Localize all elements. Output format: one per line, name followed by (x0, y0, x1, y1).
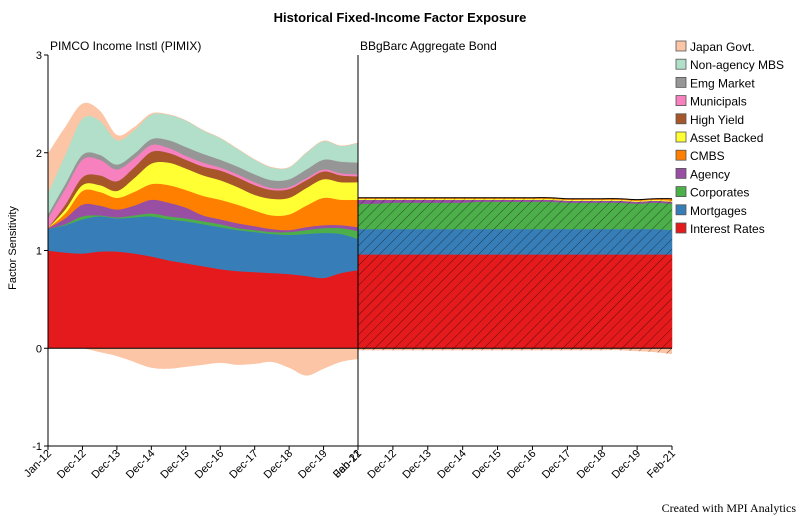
legend-label-cmbs: CMBS (690, 149, 725, 163)
y-axis-label: Factor Sensitivity (7, 206, 19, 290)
x-tick-label: Feb-21 (645, 448, 678, 481)
x-tick-label: Dec-18 (575, 448, 609, 482)
legend-swatch-emg-market (675, 77, 687, 88)
legend-swatch-high-yield (675, 113, 687, 125)
legend-label-agency: Agency (690, 167, 730, 181)
hatch-japan-govt-negative (358, 348, 672, 355)
hatch-mortgages (358, 228, 672, 255)
panel-title: PIMCO Income Instl (PIMIX) (50, 39, 201, 53)
y-tick-label: -1 (32, 441, 42, 453)
x-tick-label: Dec-15 (158, 448, 192, 482)
legend-label-mortgages: Mortgages (690, 204, 747, 218)
legend-swatch-asset-backed (675, 131, 687, 143)
hatch-asset-backed (358, 198, 672, 202)
x-tick-label: Dec-17 (227, 448, 261, 482)
panel-1: PIMCO Income Instl (PIMIX) (47, 39, 359, 376)
legend-swatch-corporates (675, 186, 687, 198)
area-japan-govt-negative (48, 347, 358, 376)
x-tick-label: Dec-17 (540, 448, 574, 482)
x-tick-label: Dec-16 (505, 448, 539, 482)
y-tick-label: 2 (36, 148, 42, 160)
x-tick-label: Dec-18 (262, 448, 296, 482)
legend-label-asset-backed: Asset Backed (690, 131, 763, 145)
x-tick-label: Dec-19 (296, 448, 330, 482)
legend-label-emg-market: Emg Market (690, 76, 755, 90)
hatch-cmbs (358, 197, 672, 201)
legend-swatch-interest-rates (675, 222, 687, 234)
legend-swatch-mortgages (675, 204, 687, 216)
hatch-interest-rates (358, 254, 672, 349)
panel-2: BBgBarc Aggregate Bond (357, 39, 673, 355)
x-tick-label: Dec-14 (435, 448, 469, 482)
x-tick-label: Dec-13 (89, 448, 123, 482)
legend-label-interest-rates: Interest Rates (690, 222, 765, 236)
x-tick-label: Dec-12 (365, 448, 399, 482)
chart-title: Historical Fixed-Income Factor Exposure (274, 10, 527, 25)
legend-label-high-yield: High Yield (690, 113, 744, 127)
x-tick-label: Dec-15 (470, 448, 504, 482)
legend: Japan Govt. Non-agency MBS Emg Market Munic… (675, 40, 784, 236)
legend-swatch-japan-govt (675, 40, 687, 52)
x-tick-label: Dec-19 (610, 448, 644, 482)
legend-label-municipals: Municipals (690, 95, 747, 109)
stack-top-outline (357, 197, 673, 201)
y-tick-label: 1 (36, 246, 42, 258)
legend-swatch-agency (675, 167, 687, 179)
y-tick-label: 3 (36, 50, 42, 62)
x-tick-label: Dec-13 (400, 448, 434, 482)
panel-title: BBgBarc Aggregate Bond (360, 39, 497, 53)
credit-text: Created with MPI Analytics (662, 501, 797, 515)
legend-swatch-non-agency-mbs (675, 58, 687, 70)
x-tick-label: Jan-12 (332, 448, 364, 480)
legend-label-corporates: Corporates (690, 186, 749, 200)
legend-swatch-cmbs (675, 149, 687, 161)
plot-area: PIMCO Income Instl (PIMIX) BBgBarc Aggreg… (47, 39, 673, 376)
legend-label-non-agency-mbs: Non-agency MBS (690, 58, 784, 72)
x-tick-label: Dec-12 (55, 448, 89, 482)
x-tick-label: Dec-14 (124, 448, 158, 482)
legend-swatch-municipals (675, 95, 687, 106)
y-tick-label: 0 (36, 343, 42, 355)
x-tick-label: Dec-16 (193, 448, 227, 482)
hatch-corporates (358, 201, 672, 230)
hatch-agency (358, 199, 672, 204)
legend-label-japan-govt: Japan Govt. (690, 40, 755, 54)
